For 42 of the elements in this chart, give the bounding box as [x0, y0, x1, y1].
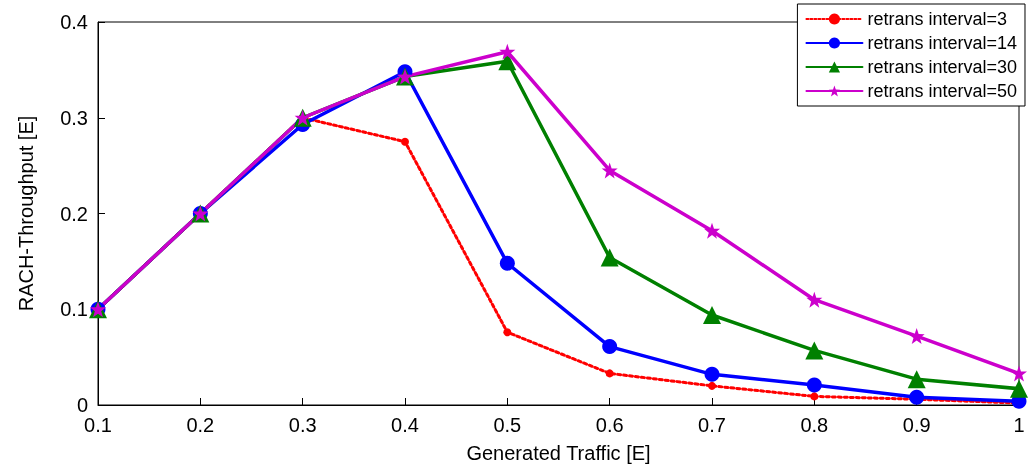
point [605, 369, 614, 378]
x-tick-label: 0.3 [288, 414, 317, 436]
y-axis-title: RACH-Throughput [E] [15, 115, 37, 312]
point [401, 137, 409, 146]
y-tick-label: 0.4 [60, 11, 88, 33]
point [708, 381, 716, 390]
point [499, 43, 516, 60]
x-tick-label: 0.7 [698, 414, 726, 436]
point [805, 341, 824, 360]
point [600, 248, 619, 267]
point [703, 305, 721, 324]
y-tick-label: 0.1 [60, 298, 88, 321]
x-tick-label: 0.5 [493, 414, 522, 436]
y-tick-label: 0.3 [60, 106, 88, 129]
point [704, 222, 720, 239]
point [704, 366, 720, 382]
x-tick-label: 0.6 [595, 414, 624, 436]
point [1010, 379, 1028, 398]
legend-label: retrans interval=14 [867, 33, 1018, 53]
point [601, 162, 618, 179]
legend-label: retrans interval=50 [867, 81, 1018, 101]
x-tick-label: 0.4 [391, 414, 419, 436]
legend-label: retrans interval=30 [867, 57, 1018, 77]
x-axis-title: Generated Traffic [E] [466, 442, 651, 464]
point [806, 291, 823, 308]
point [503, 328, 512, 337]
y-tick-label: 0.2 [60, 202, 88, 225]
point [908, 328, 925, 345]
point [909, 389, 925, 405]
point [907, 370, 926, 389]
x-tick-label: 0.1 [84, 414, 112, 436]
point [810, 392, 819, 401]
point [499, 255, 515, 271]
x-tick-label: 0.9 [902, 414, 931, 436]
point [1011, 365, 1027, 382]
x-tick-label: 1 [1013, 414, 1025, 436]
x-tick-label: 0.8 [800, 414, 829, 436]
y-tick-label: 0 [76, 394, 88, 416]
point [602, 339, 618, 355]
x-tick-label: 0.2 [186, 414, 215, 436]
legend-label: retrans interval=3 [867, 9, 1007, 29]
point [806, 377, 822, 393]
